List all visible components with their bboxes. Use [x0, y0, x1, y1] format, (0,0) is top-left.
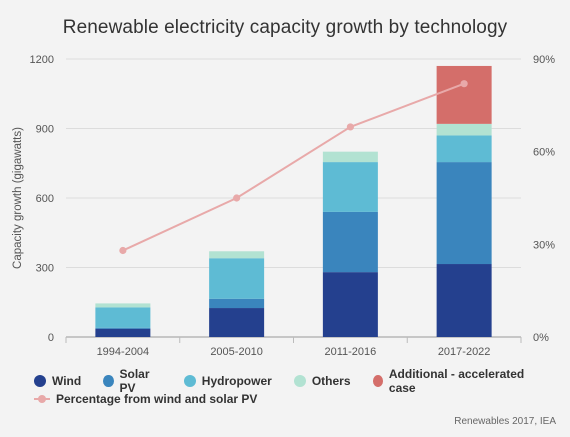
bar-hydro — [95, 307, 151, 328]
line-point — [346, 123, 354, 131]
bar-hydro — [209, 258, 265, 299]
legend-swatch-accelerated — [372, 375, 383, 387]
bar-accel — [436, 65, 492, 124]
legend-swatch-hydropower — [183, 375, 196, 387]
bar-wind — [95, 328, 151, 337]
chart-title: Renewable electricity capacity growth by… — [62, 17, 508, 38]
line-point — [119, 246, 127, 255]
source-note: Renewables 2017, IEA — [454, 416, 556, 427]
legend-item-wind[interactable]: Wind — [34, 374, 81, 388]
x-tick-label: 2005-2010 — [210, 346, 263, 358]
bar-solar — [95, 327, 151, 329]
legend-swatch-solar-pv — [103, 375, 114, 387]
legend-label-hydropower: Hydropower — [201, 374, 272, 388]
y-tick-label: 600 — [36, 193, 54, 205]
bar-others — [436, 123, 492, 136]
legend-item-accelerated[interactable]: Additional - accelerated case — [372, 367, 533, 395]
y-axis-label: Capacity growth (gigawatts) — [12, 127, 24, 269]
legend-swatch-percentage — [34, 393, 50, 405]
y-tick-label: 900 — [36, 124, 54, 136]
y2-tick-label: 90% — [533, 54, 555, 66]
bar-others — [95, 303, 151, 308]
bar-wind — [436, 264, 492, 337]
line-point — [233, 194, 241, 202]
bar-others — [209, 251, 265, 259]
y-tick-label: 300 — [36, 263, 54, 275]
bar-hydro — [322, 162, 378, 212]
line-point — [460, 80, 468, 88]
legend-swatch-wind — [34, 375, 46, 387]
bar-solar — [322, 211, 378, 273]
legend-item-percentage[interactable]: Percentage from wind and solar PV — [34, 392, 257, 406]
legend-row-bars: Wind Solar PV Hydropower Others Addition… — [34, 367, 554, 395]
x-tick-label: 1994-2004 — [97, 346, 150, 358]
bar-others — [322, 151, 378, 163]
legend-label-others: Others — [311, 374, 351, 388]
legend-item-hydropower[interactable]: Hydropower — [183, 374, 272, 388]
legend-label-accelerated: Additional - accelerated case — [388, 367, 525, 395]
x-tick-label: 2011-2016 — [324, 346, 376, 358]
legend-swatch-others — [293, 375, 306, 387]
y2-tick-label: 60% — [533, 147, 555, 159]
legend-item-solar-pv[interactable]: Solar PV — [103, 367, 162, 395]
line-series-percentage — [122, 82, 465, 252]
bar-hydro — [436, 135, 492, 163]
legend-label-solar-pv: Solar PV — [119, 367, 150, 395]
bar-wind — [322, 272, 378, 337]
legend-row-line: Percentage from wind and solar PV — [34, 390, 554, 408]
legend-item-others[interactable]: Others — [293, 374, 351, 388]
bar-wind — [209, 308, 265, 337]
legend-label-wind: Wind — [52, 374, 82, 388]
y-tick-label: 1200 — [30, 54, 54, 66]
y2-tick-label: 30% — [533, 239, 555, 251]
x-tick-label: 2017-2022 — [438, 346, 491, 358]
bar-solar — [436, 162, 492, 265]
legend-swatch-dot — [38, 395, 46, 403]
y-tick-label: 0 — [48, 332, 54, 344]
y2-tick-label: 0% — [533, 332, 549, 344]
legend-label-percentage: Percentage from wind and solar PV — [56, 392, 258, 406]
legend: Wind Solar PV Hydropower Others Addition… — [34, 367, 554, 408]
bar-solar — [209, 298, 265, 309]
